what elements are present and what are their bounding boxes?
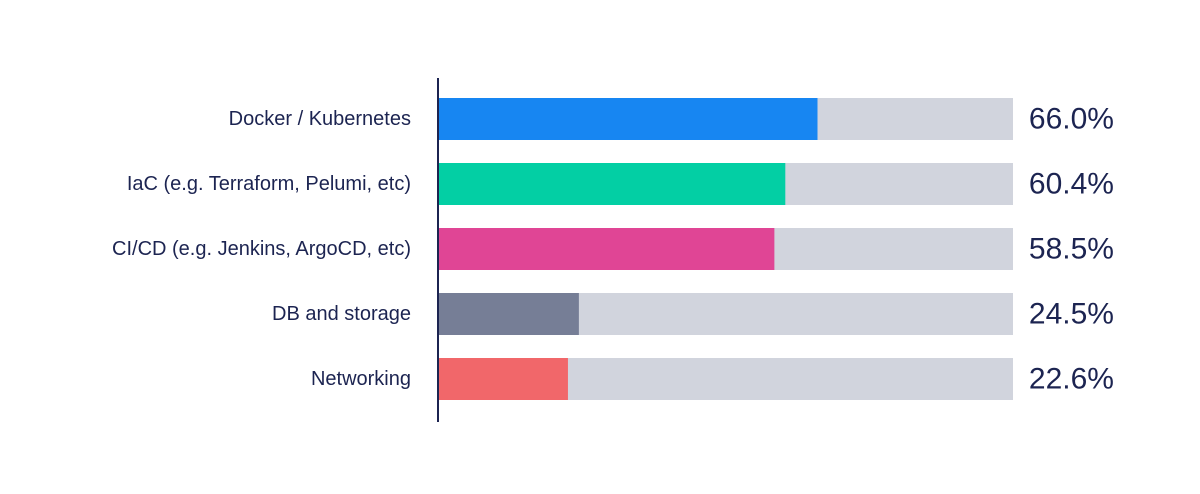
category-label: CI/CD (e.g. Jenkins, ArgoCD, etc) — [112, 238, 411, 260]
category-label: DB and storage — [272, 303, 411, 325]
bar — [438, 163, 786, 205]
category-label: Docker / Kubernetes — [229, 108, 411, 130]
value-label: 22.6% — [1029, 363, 1114, 396]
category-label: Networking — [311, 368, 411, 390]
value-labels: 66.0% 60.4% 58.5% 24.5% 22.6% — [1029, 103, 1114, 396]
value-label: 66.0% — [1029, 103, 1114, 136]
category-labels: Docker / Kubernetes IaC (e.g. Terraform, … — [112, 108, 411, 390]
bars — [438, 98, 818, 400]
bar — [438, 358, 568, 400]
bar — [438, 228, 775, 270]
value-label: 24.5% — [1029, 298, 1114, 331]
bar — [438, 293, 579, 335]
category-label: IaC (e.g. Terraform, Pelumi, etc) — [127, 173, 411, 195]
bar — [438, 98, 818, 140]
value-label: 60.4% — [1029, 168, 1114, 201]
value-label: 58.5% — [1029, 233, 1114, 266]
